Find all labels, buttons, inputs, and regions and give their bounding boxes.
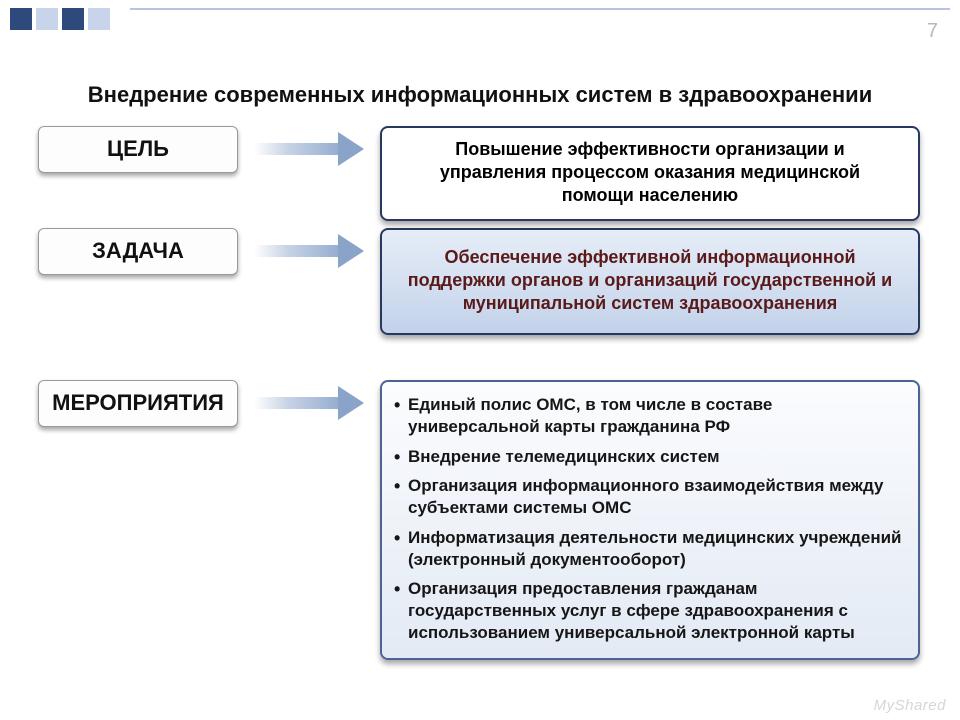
row-activities: МЕРОПРИЯТИЯ Единый полис ОМС, в том числ… <box>38 380 920 660</box>
list-item: Информатизация деятельности медицинских … <box>388 523 908 575</box>
decor-square <box>36 8 58 30</box>
list-item: Единый полис ОМС, в том числе в составе … <box>388 390 908 442</box>
header-decor-squares <box>10 8 110 30</box>
list-item: Организация информационного взаимодейств… <box>388 471 908 523</box>
decor-square <box>62 8 84 30</box>
arrow-icon <box>254 234 364 268</box>
activities-list: Единый полис ОМС, в том числе в составе … <box>388 390 908 648</box>
activities-content-box: Единый полис ОМС, в том числе в составе … <box>380 380 920 660</box>
task-content-box: Обеспечение эффективной информационной п… <box>380 228 920 335</box>
decor-square <box>88 8 110 30</box>
slide-title: Внедрение современных информационных сис… <box>0 82 960 108</box>
list-item: Внедрение телемедицинских систем <box>388 442 908 472</box>
list-item: Организация предоставления гражданам гос… <box>388 574 908 647</box>
arrow-icon <box>254 386 364 420</box>
row-goal: ЦЕЛЬ Повышение эффективности организации… <box>38 126 920 221</box>
goal-label-box: ЦЕЛЬ <box>38 126 238 173</box>
row-task: ЗАДАЧА Обеспечение эффективной информаци… <box>38 228 920 335</box>
goal-content-box: Повышение эффективности организации и уп… <box>380 126 920 221</box>
page-number: 7 <box>927 20 938 43</box>
task-label-box: ЗАДАЧА <box>38 228 238 275</box>
activities-label-box: МЕРОПРИЯТИЯ <box>38 380 238 427</box>
header-divider <box>130 8 950 10</box>
decor-square <box>10 8 32 30</box>
watermark: MyShared <box>874 697 946 714</box>
arrow-icon <box>254 132 364 166</box>
